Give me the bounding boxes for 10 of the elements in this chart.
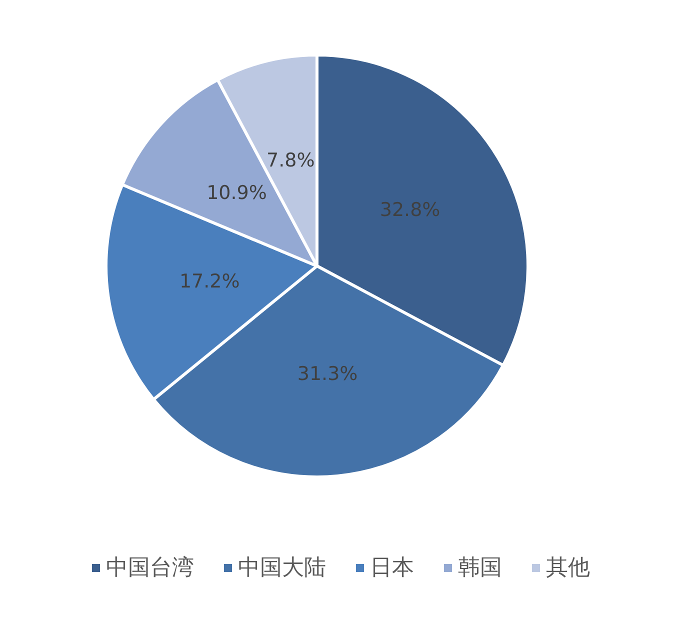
data-label: 10.9%	[206, 182, 267, 204]
legend-label: 韩国	[458, 556, 502, 580]
legend-label: 中国台湾	[106, 556, 194, 580]
legend-label: 其他	[546, 556, 590, 580]
legend-label: 日本	[370, 556, 414, 580]
data-label: 7.8%	[266, 150, 315, 172]
legend-label: 中国大陆	[238, 556, 326, 580]
data-label: 31.3%	[297, 362, 358, 385]
data-label: 32.8%	[380, 199, 440, 222]
data-label: 17.2%	[179, 270, 240, 293]
